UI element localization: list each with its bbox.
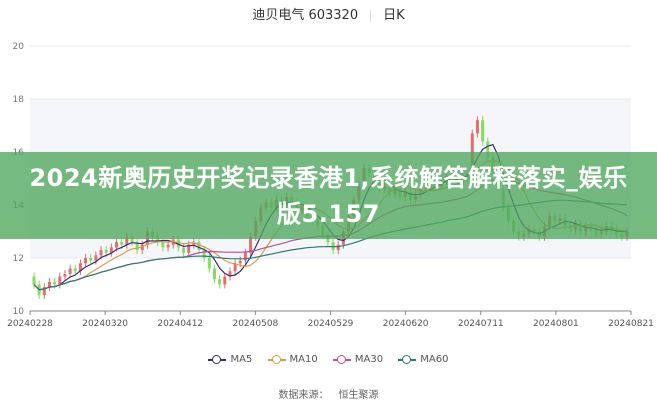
candle-body [130, 236, 134, 243]
candle-body [161, 242, 165, 248]
data-source: 数据来源： 恒生聚源 [278, 390, 379, 401]
candle-body [42, 287, 46, 296]
candle-body [104, 250, 108, 253]
period-label[interactable]: 日K [383, 8, 405, 23]
x-tick-label: 20240801 [533, 319, 579, 329]
candle-body [238, 260, 242, 264]
x-tick-label: 20240711 [458, 319, 504, 329]
candle-body [84, 258, 88, 264]
x-tick-label: 20240620 [383, 319, 429, 329]
legend-marker-icon [208, 354, 227, 365]
candle-body [58, 276, 62, 285]
candle-body [47, 281, 51, 288]
candle-body [78, 263, 82, 272]
chart-title: 迪贝电气 603320 日K [0, 4, 657, 23]
candle-body [109, 247, 113, 253]
legend-ma10[interactable]: MA10 [267, 354, 318, 365]
candle-body [89, 258, 93, 261]
candle-body [94, 255, 98, 261]
y-tick-label: 20 [13, 42, 25, 52]
candle-body [249, 236, 253, 253]
candle-body [156, 236, 160, 243]
candle-body [243, 252, 247, 261]
y-tick-label: 18 [13, 95, 25, 105]
candle-body [99, 250, 103, 256]
divider [370, 9, 372, 22]
candle-body [187, 244, 191, 253]
headline-banner: 2024新奥历史开奖记录香港1,系统解答解释落实_娱乐版5.157 [0, 152, 657, 239]
x-tick-label: 20240508 [232, 319, 278, 329]
legend-marker-icon [398, 354, 417, 365]
candle-body [212, 268, 216, 280]
stock-name: 迪贝电气 603320 [252, 8, 359, 23]
candle-body [120, 242, 124, 245]
candle-body [115, 242, 119, 248]
candle-body [53, 281, 57, 285]
candle-body [182, 247, 186, 253]
candle-body [176, 239, 180, 248]
x-tick-label: 20240412 [157, 319, 203, 329]
legend-marker-icon [332, 354, 351, 365]
candle-body [197, 242, 201, 251]
candle-body [73, 268, 77, 272]
candle-body [68, 268, 72, 274]
legend: MA5 MA10 MA30 MA60 [0, 354, 657, 368]
candle-body [336, 244, 340, 251]
candle-body [140, 244, 144, 251]
legend-ma5[interactable]: MA5 [208, 354, 252, 365]
legend-ma30[interactable]: MA30 [332, 354, 383, 365]
y-tick-label: 10 [13, 307, 25, 317]
candle-body [63, 273, 67, 277]
legend-marker-icon [267, 354, 286, 365]
y-tick-label: 12 [13, 254, 24, 264]
candle-body [486, 141, 490, 158]
candle-body [233, 263, 237, 272]
x-tick-label: 20240228 [7, 319, 53, 329]
candle-body [218, 279, 222, 285]
legend-ma60[interactable]: MA60 [398, 354, 449, 365]
candle-body [223, 276, 227, 285]
candle-body [207, 258, 211, 269]
candle-body [475, 120, 479, 134]
candle-body [228, 271, 232, 277]
x-tick-label: 20240529 [308, 319, 354, 329]
candle-body [135, 242, 139, 251]
candle-body [202, 250, 206, 258]
candle-body [32, 276, 36, 285]
headline-text: 2024新奥历史开奖记录香港1,系统解答解释落实_娱乐版5.157 [29, 163, 628, 228]
x-tick-label: 20240821 [608, 319, 654, 329]
candle-body [166, 244, 170, 248]
x-tick-label: 20240320 [82, 319, 128, 329]
candle-body [125, 236, 129, 245]
candle-body [481, 120, 485, 142]
